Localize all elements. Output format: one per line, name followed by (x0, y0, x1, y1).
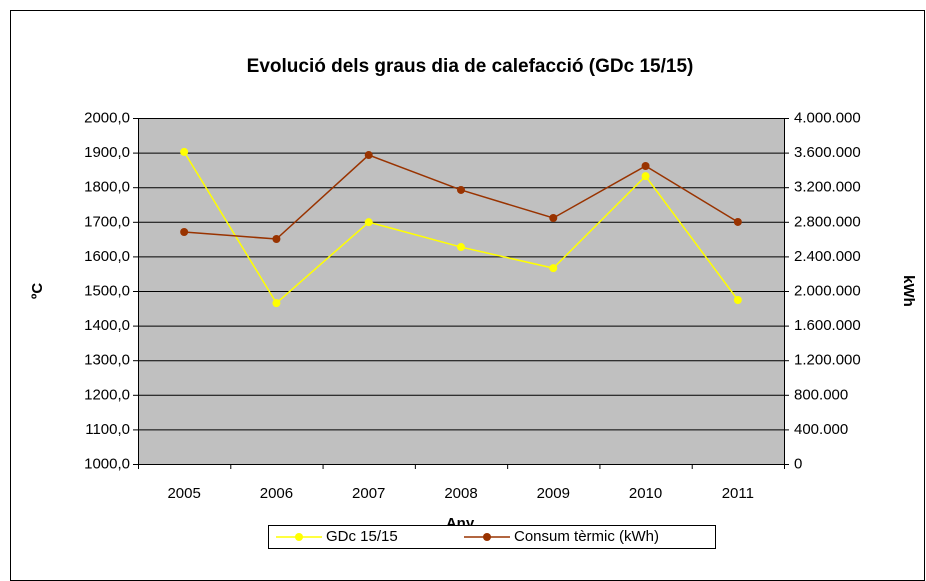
y-tick-label: 2000,0 (84, 109, 130, 126)
marker (364, 151, 373, 160)
marker (733, 217, 742, 226)
x-tick-label: 2008 (444, 485, 477, 502)
y2-tick-label: 2.000.000 (794, 282, 861, 299)
y-tick-label: 1100,0 (85, 421, 130, 438)
legend-label: GDc 15/15 (326, 528, 398, 545)
x-tick-label: 2010 (629, 485, 662, 502)
y-tick-label: 1400,0 (84, 317, 130, 334)
marker (641, 172, 650, 181)
y-tick-label: 1600,0 (84, 248, 130, 265)
y2-tick-label: 2.800.000 (794, 213, 861, 230)
y2-tick-label: 0 (794, 455, 802, 472)
marker (180, 147, 189, 156)
y-tick-label: 1700,0 (84, 213, 130, 230)
marker (549, 213, 558, 222)
marker (272, 235, 281, 244)
marker (457, 185, 465, 194)
x-tick-label: 2006 (260, 485, 293, 502)
y2-axis-title: kWh (900, 275, 917, 307)
legend-marker (295, 533, 303, 541)
y-tick-label: 1000,0 (84, 455, 130, 472)
x-tick-label: 2007 (352, 485, 385, 502)
y2-tick-label: 800.000 (794, 386, 848, 403)
y2-tick-label: 1.200.000 (794, 352, 861, 369)
legend-label: Consum tèrmic (kWh) (514, 528, 659, 545)
marker (733, 295, 742, 304)
chart-title: Evolució dels graus dia de calefacció (G… (247, 56, 694, 77)
y2-tick-label: 2.400.000 (794, 248, 861, 265)
y-tick-label: 1300,0 (84, 352, 130, 369)
y-tick-label: 1900,0 (84, 144, 130, 161)
y2-tick-label: 3.200.000 (794, 179, 861, 196)
y2-tick-label: 1.600.000 (794, 317, 861, 334)
legend-marker (483, 533, 491, 541)
y2-tick-label: 400.000 (794, 421, 848, 438)
y-tick-label: 1800,0 (84, 179, 130, 196)
marker (272, 299, 281, 308)
marker (180, 228, 189, 237)
y-tick-label: 1500,0 (84, 282, 130, 299)
marker (549, 264, 558, 273)
y-axis-title: ºC (29, 283, 46, 299)
y2-tick-label: 4.000.000 (794, 109, 861, 126)
x-tick-label: 2005 (167, 485, 200, 502)
y-tick-label: 1200,0 (84, 386, 130, 403)
y2-tick-label: 3.600.000 (794, 144, 861, 161)
marker (641, 162, 650, 171)
x-tick-label: 2011 (722, 485, 754, 502)
marker (457, 243, 465, 252)
x-tick-label: 2009 (537, 485, 570, 502)
marker (364, 218, 373, 227)
